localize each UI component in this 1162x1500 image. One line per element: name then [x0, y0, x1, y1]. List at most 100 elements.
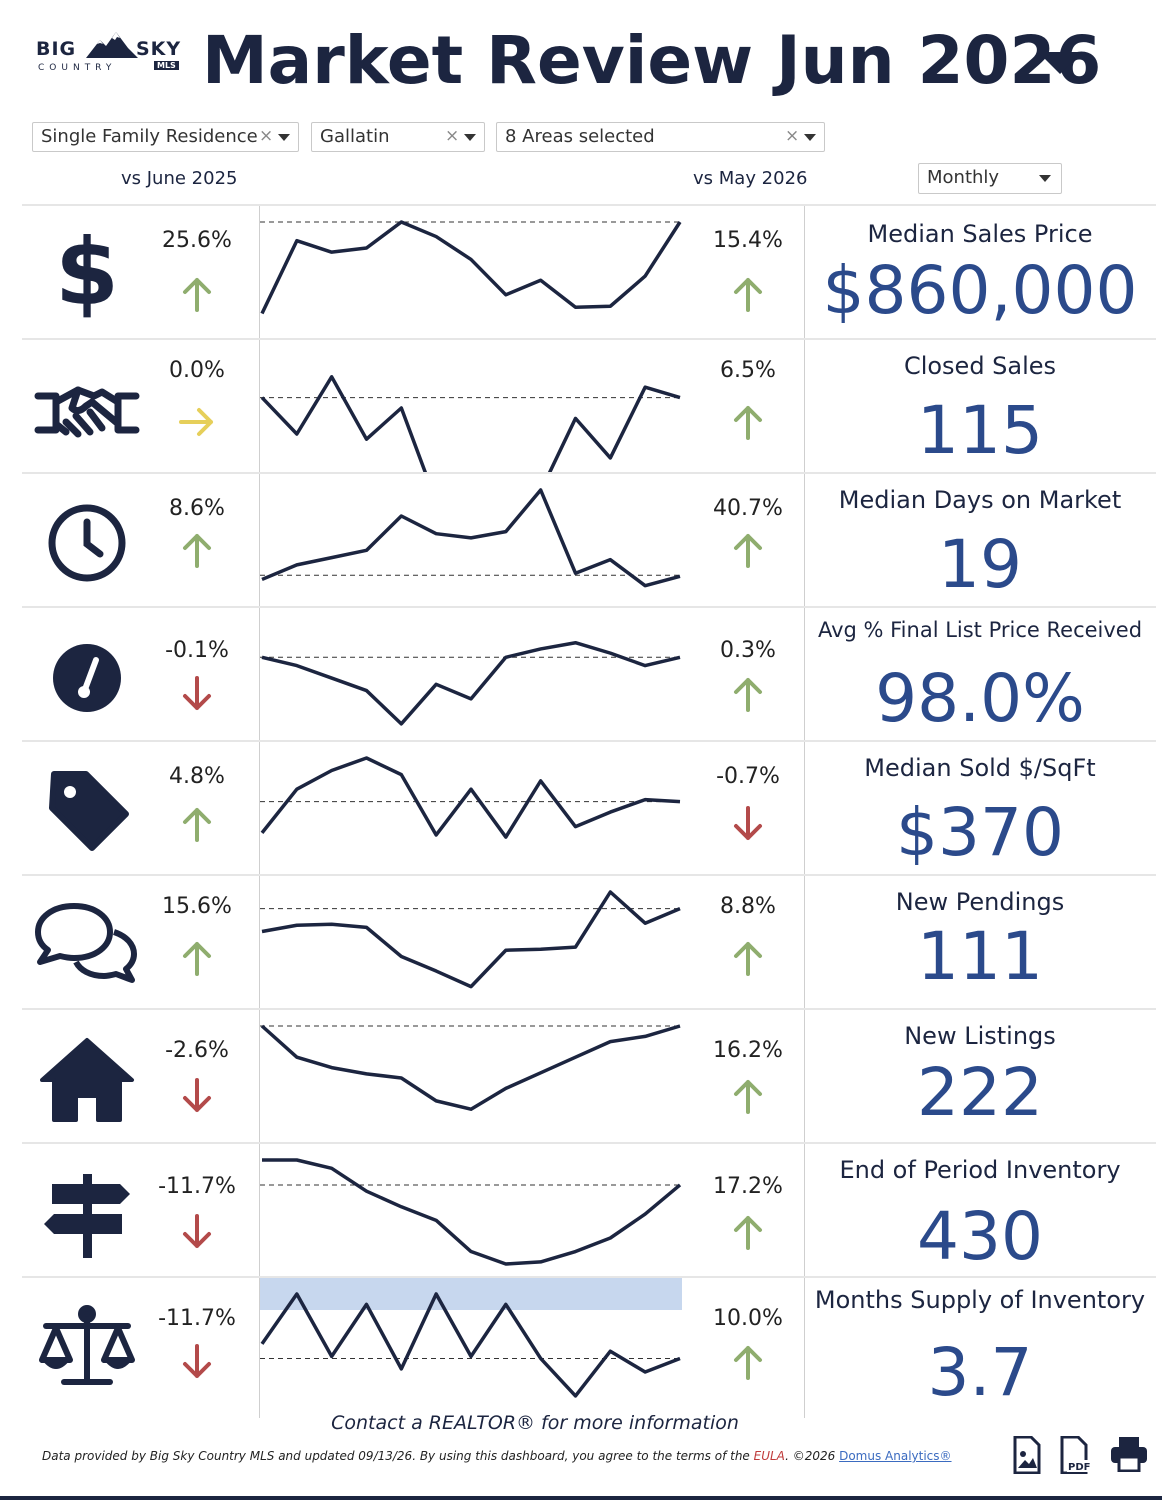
yoy-change: -2.6%	[165, 1038, 229, 1063]
areas-filter[interactable]: 8 Areas selected ×	[496, 122, 825, 152]
sparkline	[260, 1024, 681, 1111]
yoy-change: 25.6%	[162, 228, 232, 253]
divider	[22, 740, 1156, 742]
metric-row: -2.6% 16.2% New Listings 222	[22, 1010, 1156, 1144]
page-title: Market Review Jun 2026	[202, 22, 1102, 99]
metric-value: 19	[938, 526, 1022, 603]
sparkline-chart	[260, 375, 681, 474]
trend-arrow-icon	[728, 274, 768, 314]
mom-change: 10.0%	[713, 1306, 783, 1331]
period-select[interactable]: Monthly	[918, 163, 1062, 194]
metric-value: $860,000	[822, 252, 1138, 329]
yoy-change: 0.0%	[169, 358, 225, 383]
logo-sky: SKY	[136, 38, 182, 60]
county-filter[interactable]: Gallatin ×	[311, 122, 485, 152]
yoy-column-label: vs June 2025	[121, 168, 238, 189]
sparkline	[260, 756, 681, 839]
metric-row: -11.7% 10.0% Months Supply of Inventory 3.7	[22, 1278, 1156, 1412]
footer-note: Data provided by Big Sky Country MLS and…	[42, 1449, 952, 1463]
divider	[259, 206, 260, 1418]
yoy-change: -0.1%	[165, 638, 229, 663]
yoy-change: -11.7%	[158, 1174, 236, 1199]
trend-arrow-icon	[177, 530, 217, 570]
sparkline-chart	[260, 756, 681, 839]
sparkline-chart	[260, 1278, 682, 1398]
chevron-down-icon[interactable]	[464, 134, 476, 141]
metric-value: 115	[917, 392, 1043, 469]
mom-change: 17.2%	[713, 1174, 783, 1199]
metric-row: -0.1% 0.3% Avg % Final List Price Received…	[22, 608, 1156, 742]
trend-arrow-icon	[177, 274, 217, 314]
mom-column-label: vs May 2026	[693, 168, 808, 189]
divider	[22, 338, 1156, 340]
metric-row: 4.8% -0.7% Median Sold $/SqFt $370	[22, 742, 1156, 876]
trend-arrow-icon	[728, 402, 768, 442]
clear-icon[interactable]: ×	[785, 126, 800, 146]
mountain-icon	[86, 32, 138, 58]
sparkline-chart	[260, 640, 681, 726]
footer-text: . ©2026	[785, 1449, 840, 1463]
trend-arrow-icon	[177, 674, 217, 714]
handshake-icon	[32, 352, 142, 462]
metric-value: $370	[896, 794, 1064, 871]
mom-change: 40.7%	[713, 496, 783, 521]
bottom-bar	[0, 1496, 1162, 1500]
gauge-icon	[32, 620, 142, 730]
metric-row: 0.0% 6.5% Closed Sales 115	[22, 340, 1156, 474]
metric-title: New Pendings	[895, 888, 1065, 916]
sparkline-chart	[260, 220, 682, 315]
property-type-value: Single Family Residence	[41, 126, 258, 147]
divider	[22, 1276, 1156, 1278]
trend-arrow-icon	[728, 938, 768, 978]
metric-title: Median Sales Price	[867, 220, 1093, 248]
sparkline-chart	[260, 1024, 681, 1111]
metric-row: 8.6% 40.7% Median Days on Market 19	[22, 474, 1156, 608]
areas-value: 8 Areas selected	[505, 126, 655, 147]
divider	[22, 472, 1156, 474]
period-select-value: Monthly	[927, 167, 1000, 188]
pdf-download-icon[interactable]: PDF	[1059, 1436, 1095, 1474]
logo: BIG SKY COUNTRY MLS	[36, 30, 186, 80]
eula-link[interactable]: EULA	[753, 1449, 786, 1463]
title-dropdown-icon[interactable]	[1038, 52, 1082, 74]
sparkline	[260, 375, 681, 474]
trend-arrow-icon	[728, 1212, 768, 1252]
sparkline-chart	[260, 1158, 682, 1266]
sparkline	[262, 1158, 682, 1266]
yoy-change: 8.6%	[169, 496, 225, 521]
trend-arrow-icon	[177, 1076, 217, 1116]
svg-text:PDF: PDF	[1068, 1462, 1090, 1473]
sparkline	[260, 220, 682, 315]
yoy-change: -11.7%	[158, 1306, 236, 1331]
metric-value: 111	[917, 918, 1043, 995]
image-download-icon[interactable]	[1012, 1436, 1042, 1474]
metric-value: 98.0%	[875, 660, 1085, 737]
metric-title: End of Period Inventory	[839, 1156, 1121, 1184]
mom-change: 16.2%	[713, 1038, 783, 1063]
chevron-down-icon[interactable]	[804, 134, 816, 141]
divider	[22, 606, 1156, 608]
sparkline-chart	[260, 890, 681, 989]
sparkline	[261, 488, 681, 588]
trend-arrow-icon	[728, 530, 768, 570]
clear-icon[interactable]: ×	[259, 126, 274, 146]
domus-link[interactable]: Domus Analytics®	[839, 1449, 952, 1463]
yoy-change: 4.8%	[169, 764, 225, 789]
print-icon[interactable]	[1110, 1436, 1148, 1472]
chevron-down-icon[interactable]	[1039, 175, 1051, 182]
mom-change: 8.8%	[720, 894, 776, 919]
property-type-filter[interactable]: Single Family Residence ×	[32, 122, 299, 152]
metric-row: 15.6% 8.8% New Pendings 111	[22, 876, 1156, 1010]
tag-icon	[32, 754, 142, 864]
clear-icon[interactable]: ×	[445, 126, 460, 146]
highlight-band	[260, 1278, 682, 1310]
trend-arrow-icon	[728, 674, 768, 714]
trend-arrow-icon	[177, 1342, 217, 1382]
trend-arrow-icon	[177, 804, 217, 844]
chevron-down-icon[interactable]	[278, 134, 290, 141]
mom-change: 15.4%	[713, 228, 783, 253]
sparkline	[261, 890, 681, 989]
divider	[22, 874, 1156, 876]
logo-mls: MLS	[154, 61, 179, 70]
metric-title: Closed Sales	[903, 352, 1057, 380]
